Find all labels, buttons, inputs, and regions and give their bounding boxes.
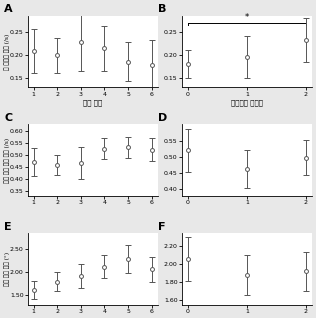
Y-axis label: 눈 깨박임 비율 (/s): 눈 깨박임 비율 (/s): [4, 33, 10, 70]
Text: C: C: [4, 113, 12, 123]
Text: *: *: [245, 13, 249, 22]
Y-axis label: 도약 안구 진폭 (°): 도약 안구 진폭 (°): [4, 252, 10, 286]
Text: A: A: [4, 4, 13, 14]
Text: E: E: [4, 222, 12, 232]
X-axis label: 이차과제 난이도: 이차과제 난이도: [231, 99, 263, 106]
Text: F: F: [158, 222, 166, 232]
Text: B: B: [158, 4, 167, 14]
Y-axis label: 도약 안구 운동 비율 (/s): 도약 안구 운동 비율 (/s): [4, 137, 10, 183]
Text: D: D: [158, 113, 168, 123]
X-axis label: 시행 순서: 시행 순서: [83, 99, 102, 106]
